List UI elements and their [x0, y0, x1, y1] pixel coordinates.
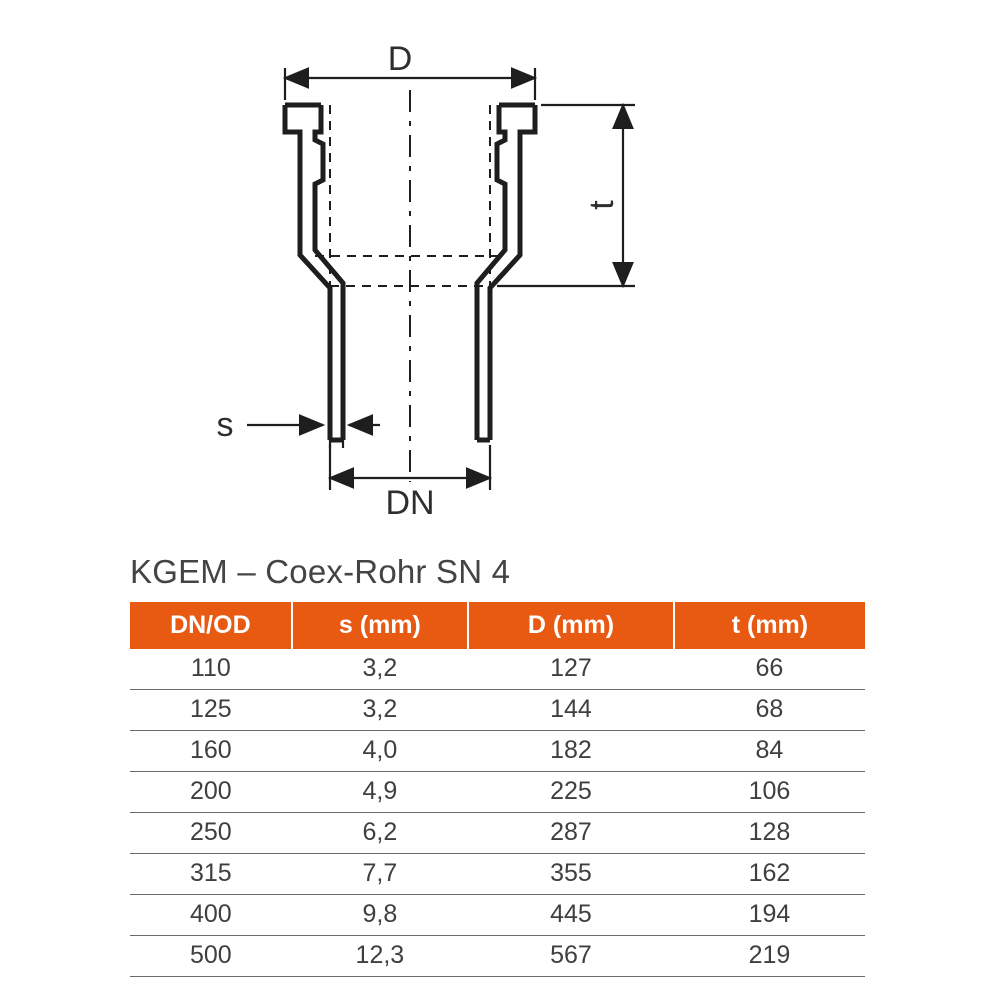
- cell-s: 7,7: [292, 854, 468, 895]
- cell-s: 3,2: [292, 690, 468, 731]
- table-title: KGEM – Coex-Rohr SN 4: [130, 553, 510, 591]
- col-header-t: t (mm): [674, 602, 865, 649]
- table-row: 1103,212766: [130, 649, 865, 690]
- dim-label-D: D: [388, 40, 413, 78]
- cell-s: 4,0: [292, 731, 468, 772]
- pipe-diagram: D t s DN: [165, 40, 715, 520]
- cell-t: 128: [674, 813, 865, 854]
- cell-dn: 160: [130, 731, 292, 772]
- dim-label-s: s: [217, 406, 234, 444]
- table-row: 3157,7355162: [130, 854, 865, 895]
- cell-s: 12,3: [292, 936, 468, 977]
- col-header-D: D (mm): [468, 602, 674, 649]
- cell-s: 6,2: [292, 813, 468, 854]
- cell-t: 162: [674, 854, 865, 895]
- spec-table: DN/OD s (mm) D (mm) t (mm) 1103,21276612…: [130, 602, 865, 977]
- cell-t: 219: [674, 936, 865, 977]
- cell-dn: 500: [130, 936, 292, 977]
- cell-s: 4,9: [292, 772, 468, 813]
- dim-label-t: t: [583, 200, 621, 210]
- cell-dn: 110: [130, 649, 292, 690]
- cell-s: 9,8: [292, 895, 468, 936]
- cell-t: 68: [674, 690, 865, 731]
- cell-D: 225: [468, 772, 674, 813]
- table-row: 50012,3567219: [130, 936, 865, 977]
- dim-label-DN: DN: [385, 484, 434, 520]
- table-row: 1604,018284: [130, 731, 865, 772]
- cell-D: 445: [468, 895, 674, 936]
- cell-t: 66: [674, 649, 865, 690]
- cell-s: 3,2: [292, 649, 468, 690]
- col-header-s: s (mm): [292, 602, 468, 649]
- cell-D: 567: [468, 936, 674, 977]
- cell-dn: 400: [130, 895, 292, 936]
- cell-D: 182: [468, 731, 674, 772]
- cell-t: 106: [674, 772, 865, 813]
- col-header-dn: DN/OD: [130, 602, 292, 649]
- cell-dn: 200: [130, 772, 292, 813]
- cell-dn: 125: [130, 690, 292, 731]
- table-header-row: DN/OD s (mm) D (mm) t (mm): [130, 602, 865, 649]
- table-row: 2004,9225106: [130, 772, 865, 813]
- cell-D: 355: [468, 854, 674, 895]
- cell-dn: 315: [130, 854, 292, 895]
- cell-D: 127: [468, 649, 674, 690]
- table-row: 2506,2287128: [130, 813, 865, 854]
- cell-t: 194: [674, 895, 865, 936]
- cell-D: 287: [468, 813, 674, 854]
- cell-D: 144: [468, 690, 674, 731]
- table-row: 4009,8445194: [130, 895, 865, 936]
- cell-dn: 250: [130, 813, 292, 854]
- cell-t: 84: [674, 731, 865, 772]
- table-row: 1253,214468: [130, 690, 865, 731]
